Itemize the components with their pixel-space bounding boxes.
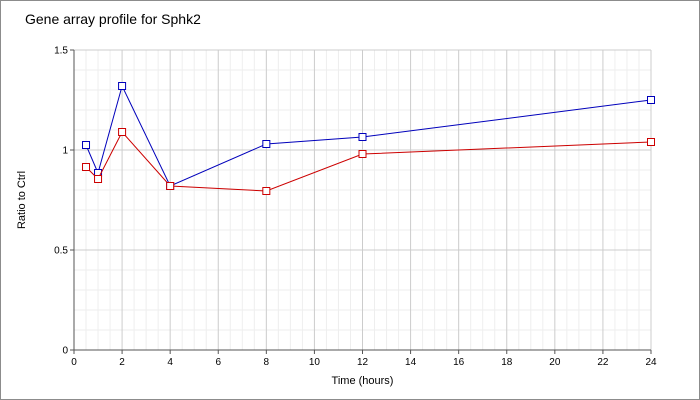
x-tick-label: 18	[501, 357, 513, 368]
series-line	[85, 84, 652, 187]
data-point[interactable]	[647, 96, 655, 104]
data-point[interactable]	[262, 187, 271, 195]
series-2	[82, 128, 655, 195]
y-axis-title: Ratio to Ctrl	[16, 171, 28, 229]
data-point[interactable]	[118, 128, 127, 136]
x-tick-label: 4	[167, 357, 173, 368]
major-gridlines	[70, 49, 652, 354]
data-point[interactable]	[647, 138, 655, 146]
x-tick-label: 16	[453, 357, 465, 368]
y-tick-labels: 0 0.5 1 1.5	[54, 46, 68, 357]
x-axis-title: Time (hours)	[332, 375, 394, 387]
x-tick-label: 0	[71, 357, 77, 368]
x-tick-label: 14	[405, 357, 417, 368]
y-tick-label: 0.5	[54, 246, 68, 257]
data-point[interactable]	[166, 182, 175, 190]
y-tick-label: 0	[62, 346, 68, 357]
x-tick-label: 20	[549, 357, 561, 368]
data-point[interactable]	[358, 150, 367, 158]
series-layer	[82, 82, 655, 195]
series-1	[82, 82, 655, 190]
x-tick-label: 12	[357, 357, 369, 368]
x-tick-labels: 0 2 4 6 8 10 12 14 16 18 20 22 24	[71, 357, 657, 368]
axes	[73, 50, 651, 351]
y-tick-label: 1	[62, 146, 68, 157]
data-point[interactable]	[82, 141, 91, 149]
chart-title: Gene array profile for Sphk2	[25, 11, 201, 27]
x-tick-label: 10	[309, 357, 321, 368]
data-point[interactable]	[118, 82, 127, 90]
data-point[interactable]	[358, 133, 367, 141]
data-point[interactable]	[82, 163, 91, 171]
x-tick-label: 6	[215, 357, 221, 368]
x-tick-label: 22	[597, 357, 609, 368]
data-point[interactable]	[262, 140, 271, 148]
x-tick-label: 24	[645, 357, 657, 368]
x-tick-label: 8	[264, 357, 270, 368]
x-tick-label: 2	[119, 357, 125, 368]
y-tick-label: 1.5	[54, 46, 68, 57]
data-point[interactable]	[94, 175, 103, 183]
